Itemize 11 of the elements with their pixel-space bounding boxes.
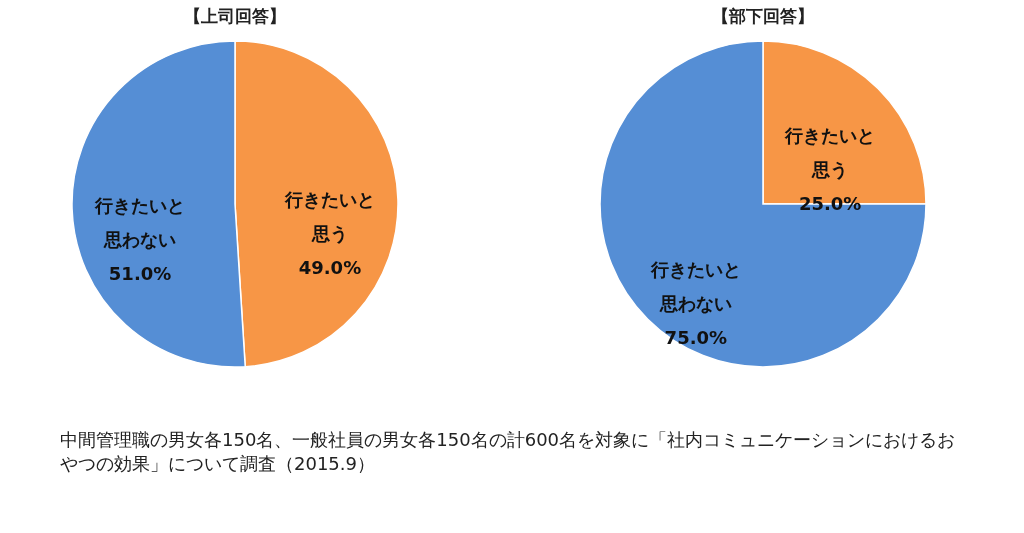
text: 中間管理職の男女各150名、一般社員の男女各150名の計600名を対象に「社内コミュニケーションにおけるおやつの効果」について調査（2015.9）	[60, 428, 957, 476]
data-label: 25.0%	[798, 192, 862, 214]
slice-label: 行きたいと思う	[283, 189, 375, 245]
slice-label: 行きたいと思わない	[94, 194, 186, 250]
chart-title: 【上司回答】	[184, 6, 286, 26]
slice-label: 行きたいと思う	[784, 124, 876, 180]
slice-label: 行きたいと思わない	[649, 259, 741, 315]
data-label: 49.0%	[298, 257, 362, 279]
pie-slice	[599, 40, 927, 368]
data-label: 51.0%	[108, 262, 172, 284]
chart-title: 【部下回答】	[712, 6, 814, 26]
